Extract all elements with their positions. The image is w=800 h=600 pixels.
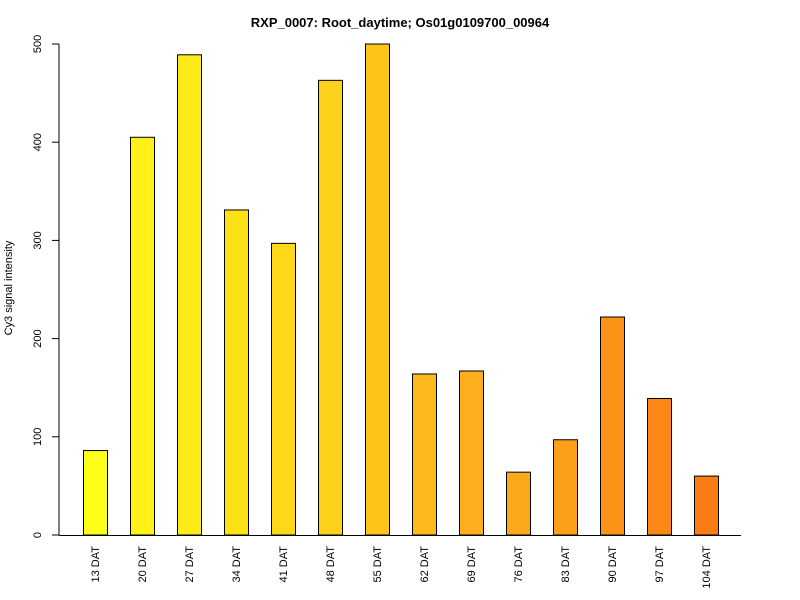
x-tick-label: 62 DAT	[419, 546, 431, 583]
x-tick-label: 90 DAT	[607, 546, 619, 583]
y-tick-label: 100	[32, 428, 44, 446]
y-tick-label: 300	[32, 231, 44, 249]
x-tick-label: 76 DAT	[513, 546, 525, 583]
y-tick-label: 200	[32, 329, 44, 347]
bar-27-dat	[177, 54, 202, 536]
bar-90-dat	[600, 316, 625, 536]
chart-title: RXP_0007: Root_daytime; Os01g0109700_009…	[251, 15, 550, 30]
y-tick-label: 0	[32, 532, 44, 538]
bars-group	[83, 43, 719, 536]
x-tick-label: 34 DAT	[231, 546, 243, 583]
bar-62-dat	[412, 373, 437, 536]
bar-104-dat	[694, 475, 719, 536]
bar-48-dat	[318, 79, 343, 536]
bar-97-dat	[647, 398, 672, 536]
x-tick-label: 104 DAT	[701, 546, 713, 589]
bar-55-dat	[365, 43, 390, 536]
y-axis: 0 100 200 300 400 500	[32, 35, 60, 538]
bar-83-dat	[553, 439, 578, 536]
bar-13-dat	[83, 450, 108, 536]
y-tick-label: 500	[32, 35, 44, 53]
x-tick-label: 27 DAT	[184, 546, 196, 583]
bar-76-dat	[506, 471, 531, 536]
x-tick-label: 97 DAT	[654, 546, 666, 583]
y-tick-label: 400	[32, 133, 44, 151]
x-tick-label: 55 DAT	[372, 546, 384, 583]
x-tick-label: 20 DAT	[137, 546, 149, 583]
x-tick-label: 48 DAT	[325, 546, 337, 583]
x-axis: 13 DAT 20 DAT 27 DAT 34 DAT 41 DAT 48 DAT 55 D…	[59, 535, 741, 589]
bar-41-dat	[271, 242, 296, 536]
bar-69-dat	[459, 370, 484, 536]
x-tick-label: 13 DAT	[90, 546, 102, 583]
bar-20-dat	[130, 136, 155, 536]
y-axis-label: Cy3 signal intensity	[3, 240, 15, 335]
bar-34-dat	[224, 209, 249, 536]
x-tick-label: 41 DAT	[278, 546, 290, 583]
x-tick-label: 69 DAT	[466, 546, 478, 583]
x-tick-label: 83 DAT	[560, 546, 572, 583]
